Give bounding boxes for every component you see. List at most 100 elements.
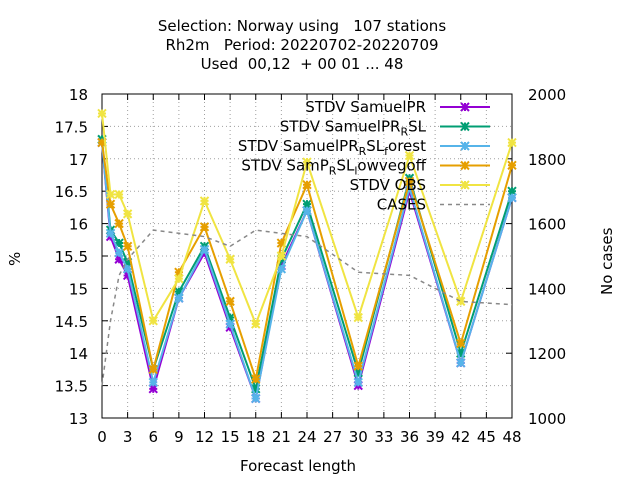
y-tick-label: 18: [69, 86, 88, 104]
legend-label-4: STDV OBS: [350, 176, 426, 194]
series-point-1: [507, 186, 517, 196]
x-tick-label: 3: [123, 428, 133, 446]
series-point-3: [507, 160, 517, 170]
series-point-1: [251, 384, 261, 394]
series-point-0: [114, 254, 124, 264]
y-tick-label: 17: [69, 151, 88, 169]
series-point-2: [199, 244, 210, 255]
x-tick-label: 15: [221, 428, 240, 446]
y-tick-label: 13.5: [55, 378, 88, 396]
x-tick-label: 48: [502, 428, 521, 446]
y-tick-label: 13: [69, 410, 88, 428]
chart-title-line-2: Rh2m Period: 20220702-20220709: [165, 36, 439, 54]
series-point-2: [174, 293, 184, 303]
x-tick-label: 42: [451, 428, 470, 446]
series-point-4: [225, 254, 235, 264]
x-axis-label: Forecast length: [240, 457, 357, 475]
y-tick-label: 15.5: [55, 248, 88, 266]
y2-tick-label: 1800: [528, 151, 566, 169]
series-point-2: [225, 319, 235, 329]
series-point-0: [122, 270, 133, 281]
y-tick-label: 16: [69, 216, 88, 234]
series-point-4: [148, 316, 158, 326]
chart-title-line-1: Selection: Norway using 107 stations: [157, 17, 447, 35]
series-point-3: [456, 338, 466, 349]
series-point-4: [114, 189, 124, 200]
x-tick-label: 33: [374, 428, 393, 446]
legend-marker-3: [460, 160, 470, 171]
series-line-5: [101, 229, 513, 386]
y2-tick-label: 1600: [528, 216, 566, 234]
legend-marker-0: [460, 102, 470, 112]
series-point-4: [353, 312, 363, 323]
series-point-4: [174, 273, 184, 284]
x-tick-label: 18: [246, 428, 265, 446]
series-point-4: [276, 251, 287, 261]
series-point-1: [122, 257, 133, 268]
legend-marker-4: [460, 180, 470, 190]
x-tick-label: 0: [97, 428, 107, 446]
x-tick-label: 9: [174, 428, 184, 446]
series-point-4: [404, 150, 415, 161]
series-point-2: [456, 358, 466, 368]
legend-label-5: CASES: [377, 196, 426, 214]
y-tick-label: 16.5: [55, 183, 88, 201]
y-tick-label: 15: [69, 280, 88, 298]
series-point-2: [105, 228, 116, 239]
x-tick-label: 12: [195, 428, 214, 446]
chart-title-line-3: Used 00,12 + 00 01 ... 48: [200, 55, 404, 73]
y2-tick-label: 1200: [528, 345, 566, 363]
series-point-3: [251, 374, 261, 384]
legend-label-1: STDV SamuelPRRSL: [280, 118, 427, 139]
series-point-3: [122, 241, 133, 251]
y2-tick-label: 1000: [528, 410, 566, 428]
series-point-1: [353, 367, 363, 378]
series-point-3: [174, 267, 184, 277]
series-point-2: [148, 377, 158, 388]
x-tick-label: 45: [477, 428, 496, 446]
series-point-4: [122, 209, 133, 219]
y2-tick-label: 1400: [528, 280, 566, 298]
series-point-3: [199, 222, 210, 232]
series-point-1: [225, 312, 235, 323]
x-tick-label: 39: [426, 428, 445, 446]
series-point-4: [507, 137, 517, 148]
legend-marker-1: [460, 121, 470, 132]
series-point-3: [276, 238, 287, 248]
y2-tick-label: 2000: [528, 86, 566, 104]
series-point-4: [302, 157, 312, 167]
series-point-1: [114, 238, 124, 248]
x-tick-label: 21: [272, 428, 291, 446]
x-tick-label: 24: [297, 428, 316, 446]
series-point-3: [148, 364, 158, 375]
y-tick-label: 14: [69, 345, 88, 363]
y-tick-label: 14.5: [55, 313, 88, 331]
series-point-3: [114, 218, 124, 229]
series-point-2: [251, 393, 261, 404]
legend-label-2: STDV SamuelPRRSLforest: [238, 137, 426, 158]
series-point-4: [251, 319, 261, 329]
y-tick-label: 17.5: [55, 118, 88, 136]
series-point-4: [199, 196, 210, 206]
series-point-2: [276, 264, 287, 274]
series-point-1: [174, 286, 184, 297]
series-point-0: [148, 384, 158, 394]
series-point-3: [105, 199, 116, 209]
series-point-3: [225, 296, 235, 307]
series-point-2: [404, 183, 415, 193]
series-point-3: [302, 180, 312, 190]
legend-label-3: STDV SamPRSLlowvegoff: [241, 157, 426, 178]
series-point-4: [105, 189, 116, 200]
x-tick-label: 30: [349, 428, 368, 446]
series-point-4: [456, 296, 466, 307]
legend-label-0: STDV SamuelPR: [305, 98, 426, 116]
series-point-3: [404, 176, 415, 187]
legend-marker-2: [460, 141, 470, 151]
series-point-2: [122, 264, 133, 274]
x-tick-label: 36: [400, 428, 419, 446]
x-tick-label: 6: [148, 428, 158, 446]
series-point-4: [97, 108, 107, 119]
series-point-2: [114, 248, 124, 258]
x-tick-label: 27: [323, 428, 342, 446]
